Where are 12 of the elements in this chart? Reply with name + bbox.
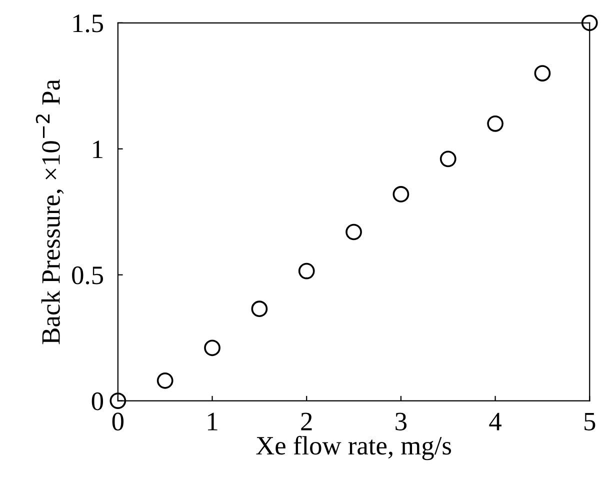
x-tick-label: 0: [112, 412, 124, 430]
x-axis-title: Xe flow rate, mg/s: [256, 436, 452, 460]
x-tick-label: 4: [489, 412, 502, 430]
x-tick-label: 5: [584, 412, 596, 430]
y-axis-title: Back Pressure, ×10$^{−2}$ Pa: [36, 79, 64, 344]
x-tick-label: 1: [208, 412, 218, 430]
y-tick-label: 1: [93, 140, 102, 158]
x-tick-label: 3: [396, 412, 407, 430]
x-tick-label: 2: [301, 412, 312, 430]
y-tick-label: 0.5: [72, 266, 104, 284]
y-tick-label: 0: [92, 392, 104, 410]
y-tick-label: 1.5: [73, 14, 104, 32]
